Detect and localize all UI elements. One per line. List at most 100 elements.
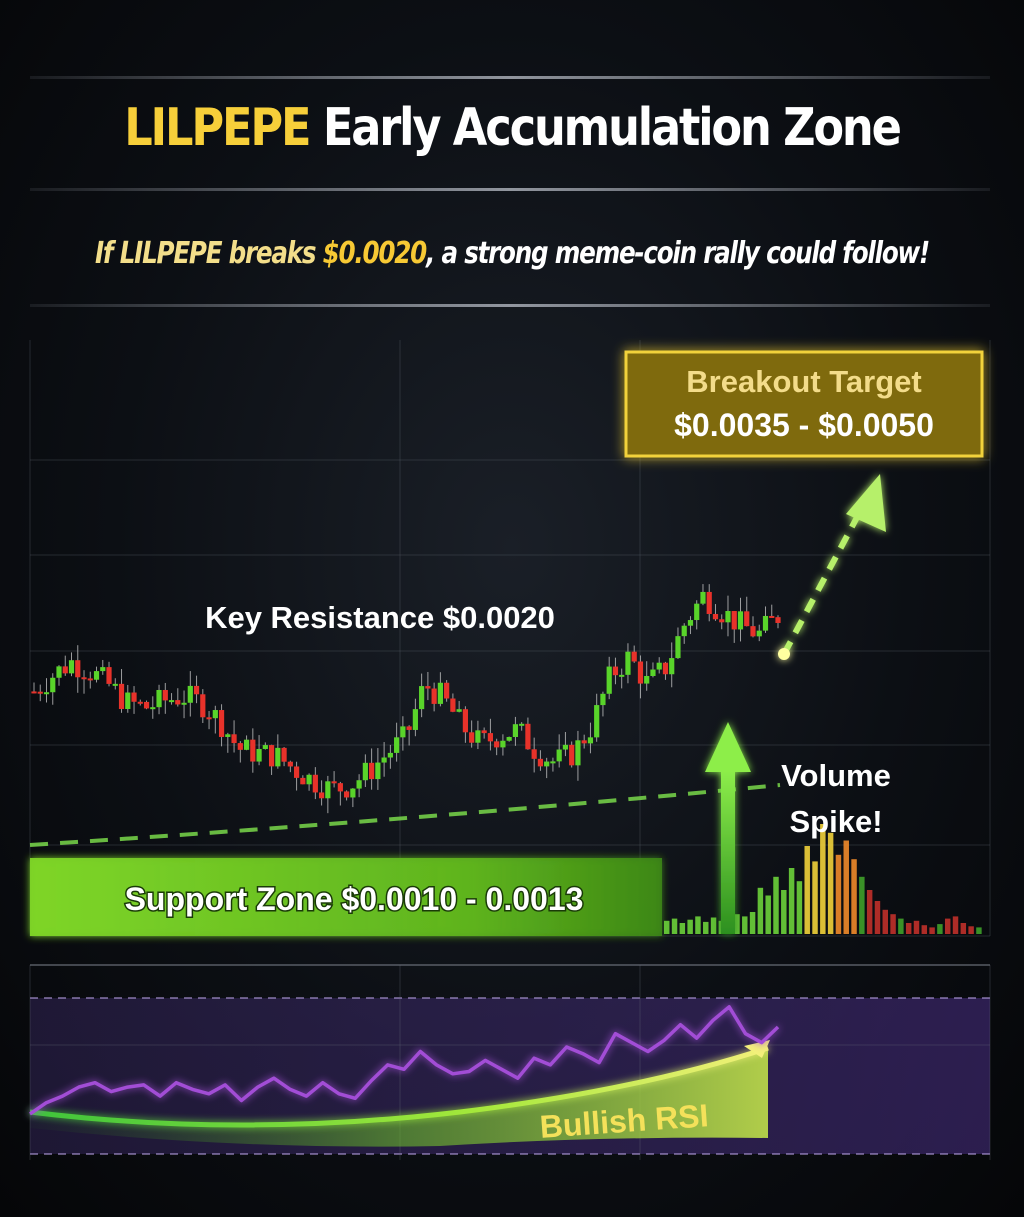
volume-label-line1: Volume <box>781 758 891 793</box>
volume-bar <box>710 917 717 934</box>
candle-body <box>356 780 362 789</box>
candle-body <box>31 691 37 694</box>
volume-bar <box>851 859 857 934</box>
candle-body <box>200 694 206 718</box>
candle-body <box>81 677 87 680</box>
candle-body <box>431 688 437 704</box>
candle-body <box>669 658 675 675</box>
candle-body <box>725 611 731 623</box>
candle-body <box>62 666 68 674</box>
volume-bar <box>898 918 904 934</box>
candle-body <box>762 615 769 631</box>
candle-body <box>206 717 212 720</box>
candle-body <box>325 781 331 799</box>
candle-body <box>112 683 118 686</box>
candle-body <box>312 774 318 793</box>
candle-body <box>662 662 669 675</box>
candle-body <box>337 783 343 792</box>
volume-bar <box>976 927 982 934</box>
candle-body <box>37 691 43 694</box>
candle-body <box>412 709 418 730</box>
candle-body <box>644 675 650 684</box>
candle-body <box>450 698 456 712</box>
volume-bar <box>960 923 967 934</box>
candle-body <box>243 739 250 750</box>
candle-body <box>181 702 187 705</box>
candle-body <box>394 737 400 753</box>
candle-body <box>487 733 494 742</box>
volume-bar <box>874 901 881 934</box>
candle-body <box>525 723 531 750</box>
candle-body <box>675 636 681 659</box>
candle-body <box>631 651 637 662</box>
candle-body <box>250 739 256 762</box>
volume-bar <box>773 876 779 934</box>
candle-body <box>237 743 243 750</box>
volume-bar <box>687 919 693 934</box>
volume-bar <box>929 927 935 934</box>
volume-bar <box>695 916 701 934</box>
candle-body <box>369 762 375 780</box>
volume-bar <box>905 923 912 934</box>
volume-bar <box>937 924 943 934</box>
bullish-rsi-arrowhead <box>744 1040 770 1058</box>
candle-body <box>306 774 312 785</box>
bullish-rsi-curve <box>29 1045 769 1128</box>
candle-body <box>612 666 619 676</box>
candle-body <box>362 762 368 781</box>
candle-body <box>744 611 750 627</box>
candle-body <box>500 740 506 748</box>
candle-body <box>344 791 350 798</box>
candle-body <box>600 693 606 706</box>
candle-body <box>168 700 175 703</box>
candles <box>31 584 781 814</box>
title-divider <box>30 188 990 191</box>
volume-bar <box>859 876 865 934</box>
volume-bar <box>788 868 795 934</box>
candle-body <box>150 707 156 710</box>
candle-body <box>156 689 162 708</box>
candle-body <box>456 709 462 712</box>
candle-body <box>281 747 287 762</box>
candle-body <box>719 619 725 623</box>
breakout-target-title: Breakout Target <box>686 364 921 399</box>
breakout-arrow <box>778 474 886 660</box>
candle-body <box>756 630 762 637</box>
volume-bar <box>796 881 803 934</box>
volume-bar <box>944 918 951 934</box>
volume-bar <box>913 920 920 934</box>
candle-body <box>512 724 519 738</box>
candle-body <box>106 667 112 684</box>
candle-body <box>625 651 631 675</box>
breakout-target-box <box>624 350 984 458</box>
rsi-line <box>29 1005 780 1116</box>
volume-bar <box>890 914 896 934</box>
volume-bar <box>749 912 756 934</box>
candle-body <box>100 667 106 672</box>
candle-body <box>506 737 512 741</box>
candle-body <box>737 611 744 630</box>
candle-body <box>387 752 393 758</box>
candle-body <box>425 686 431 689</box>
candle-body <box>68 660 75 674</box>
resistance-label: Key Resistance $0.0020 <box>205 600 555 635</box>
volume-bar <box>804 846 810 934</box>
candle-body <box>712 613 719 620</box>
candle-body <box>318 792 325 799</box>
volume-spike-arrow <box>705 722 751 934</box>
candle-body <box>293 766 300 778</box>
candle-body <box>137 701 143 704</box>
candle-body <box>469 732 475 743</box>
candle-body <box>381 757 387 763</box>
candle-body <box>556 749 562 762</box>
candle-body <box>331 781 337 784</box>
candle-body <box>225 734 231 737</box>
volume-bar <box>671 918 678 934</box>
candle-body <box>637 661 644 684</box>
candle-body <box>231 734 237 744</box>
candle-body <box>575 740 581 766</box>
volume-bar <box>843 840 849 934</box>
candle-body <box>619 674 625 677</box>
support-label: Support Zone $0.0010 - 0.0013 <box>125 881 584 917</box>
